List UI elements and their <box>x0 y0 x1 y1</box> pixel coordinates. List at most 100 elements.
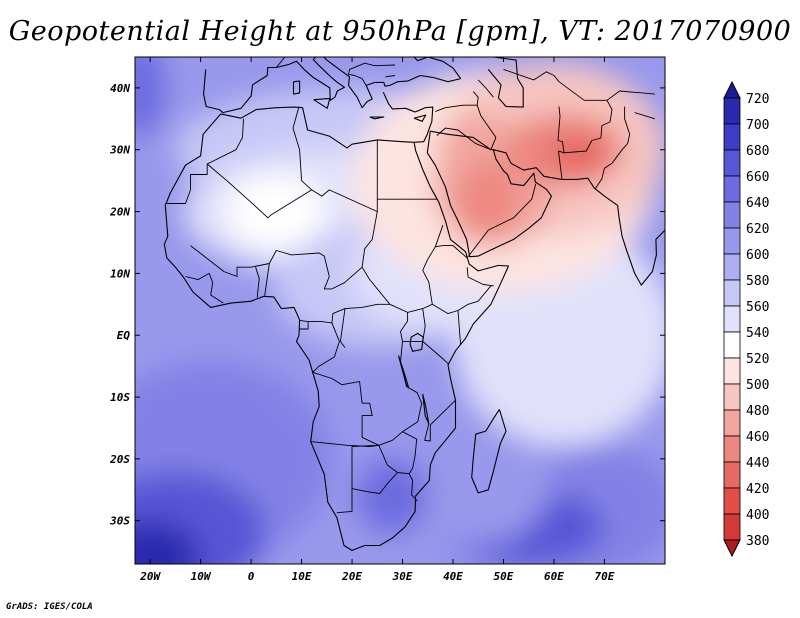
border-line <box>165 118 244 204</box>
border-line <box>422 308 426 342</box>
border-line <box>361 341 423 446</box>
colorbar-bottom-triangle <box>723 539 741 558</box>
border-line <box>400 312 409 342</box>
colorbar-label: 640 <box>746 196 769 211</box>
coastline <box>413 114 427 122</box>
colorbar-box <box>723 357 741 385</box>
colorbar-box <box>723 435 741 463</box>
coastline <box>203 57 346 114</box>
y-tick-label: 10N <box>110 267 130 280</box>
border-line <box>557 106 565 180</box>
field-blob <box>135 57 166 138</box>
colorbar-box <box>723 227 741 255</box>
border-line <box>477 79 494 98</box>
colorbar-label: 520 <box>746 352 769 367</box>
border-line <box>351 472 398 494</box>
x-tick-label: 10W <box>191 570 212 583</box>
border-line <box>424 399 456 442</box>
border-line <box>467 183 537 257</box>
y-tick-label: 10S <box>110 391 130 404</box>
border-line <box>310 441 380 514</box>
colorbar-label: 500 <box>746 378 769 393</box>
plot-frame <box>134 56 666 565</box>
border-line <box>255 267 260 298</box>
field-blob <box>357 458 428 534</box>
border-line <box>594 106 631 189</box>
colorbar-label: 380 <box>746 534 769 549</box>
coastline <box>392 57 462 79</box>
border-line <box>264 263 270 296</box>
colorbar-box <box>723 513 741 541</box>
x-tick-label: 20W <box>139 570 161 583</box>
colorbar-box <box>723 487 741 515</box>
coastline <box>471 409 507 494</box>
border-line <box>339 308 346 348</box>
colorbar-box <box>723 253 741 281</box>
coastline <box>426 130 552 258</box>
coastline <box>382 91 434 143</box>
colorbar-box <box>723 461 741 489</box>
border-line <box>634 112 656 120</box>
colorbar-label: 680 <box>746 144 769 159</box>
colorbar-label: 700 <box>746 118 769 133</box>
border-line <box>361 211 444 313</box>
colorbar-top-triangle <box>723 80 741 99</box>
border-line <box>385 75 396 78</box>
border-line <box>472 91 479 106</box>
colorbar-label: 440 <box>746 456 769 471</box>
y-tick-label: 20S <box>109 453 130 466</box>
y-tick-label: 30S <box>109 515 130 528</box>
x-tick-label: 30E <box>392 570 413 583</box>
x-tick-label: 50E <box>494 570 514 583</box>
colorbar-label: 580 <box>746 274 769 289</box>
colorbar-label: 560 <box>746 300 769 315</box>
x-tick-label: 40E <box>443 570 463 583</box>
colorbar-label: 660 <box>746 170 769 185</box>
border-line <box>402 431 418 474</box>
border-line <box>312 371 363 404</box>
colorbar-label: 600 <box>746 248 769 263</box>
border-line <box>348 62 396 86</box>
y-tick-label: 30N <box>109 144 130 157</box>
border-line <box>185 272 224 304</box>
colorbar-box <box>723 149 741 177</box>
coastline <box>493 149 665 286</box>
colorbar-label: 420 <box>746 482 769 497</box>
x-tick-label: 20E <box>341 570 362 583</box>
colorbar: 380 400 420 440 460 480 500 520 540 560 580 600 620 6… <box>723 80 769 558</box>
coastline <box>487 57 524 108</box>
colorbar-box <box>723 175 741 203</box>
border-line <box>299 321 309 330</box>
border-line <box>457 267 494 311</box>
colorbar-label: 480 <box>746 404 769 419</box>
plot-area <box>135 57 665 564</box>
border-line <box>503 68 655 101</box>
border-line <box>402 340 450 365</box>
y-tick-label: 40N <box>110 82 130 95</box>
border-line <box>292 106 313 191</box>
chart-title: Geopotential Height at 950hPa [gpm], VT:… <box>8 16 792 47</box>
national-borders <box>165 57 656 514</box>
colorbar-label: 720 <box>746 92 769 107</box>
x-tick-label: 70E <box>594 570 614 583</box>
coastline <box>323 57 461 109</box>
border-line <box>299 303 390 324</box>
coastline <box>163 106 510 551</box>
coastline <box>409 332 424 352</box>
border-line <box>190 245 363 290</box>
colorbar-label: 400 <box>746 508 769 523</box>
border-line <box>436 127 492 151</box>
x-axis: 20W 10W 0 10E 20E 30E 40E 50E 60E 70E <box>139 57 615 583</box>
colorbar-label: 540 <box>746 326 769 341</box>
field-blob <box>135 520 201 564</box>
x-tick-label: 10E <box>292 570 312 583</box>
colorbar-box <box>723 331 741 359</box>
x-tick-label: 0 <box>248 570 255 583</box>
border-line <box>563 100 613 154</box>
y-axis: 40N 30N 20N 10N EQ 10S 20S 30S <box>109 82 665 528</box>
field-blob <box>458 162 519 237</box>
x-tick-label: 60E <box>544 570 564 583</box>
border-line <box>432 303 462 346</box>
y-tick-label: 20N <box>109 206 130 219</box>
